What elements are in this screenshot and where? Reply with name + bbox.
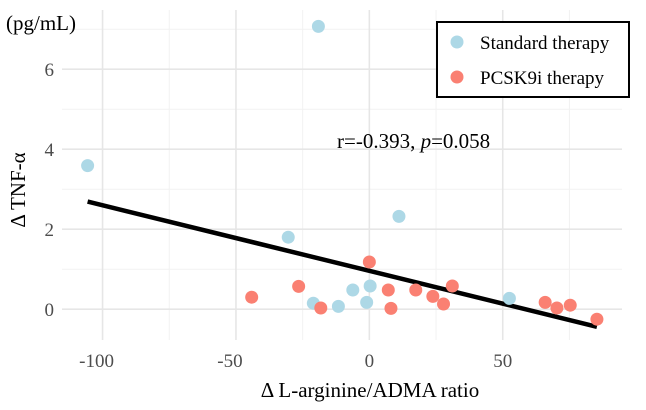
point-pcsk9i: [292, 279, 306, 293]
x-tick-labels: -100 -50 0 50: [79, 351, 512, 372]
point-pcsk9i: [362, 255, 376, 269]
point-standard: [331, 299, 345, 313]
y-tick-label: 6: [45, 60, 55, 81]
point-pcsk9i: [590, 312, 604, 326]
point-standard: [392, 209, 406, 223]
point-pcsk9i: [538, 295, 552, 309]
point-pcsk9i: [445, 279, 459, 293]
y-axis-label: Δ TNF-α: [6, 152, 30, 227]
point-pcsk9i: [426, 289, 440, 303]
legend-label-pcsk9i: PCSK9i therapy: [480, 68, 605, 89]
legend-label-standard: Standard therapy: [480, 33, 610, 54]
point-standard: [311, 19, 325, 33]
point-pcsk9i: [563, 298, 577, 312]
x-tick-label: -100: [79, 351, 114, 372]
point-standard: [360, 295, 374, 309]
y-tick-labels: 0 2 4 6: [45, 60, 55, 321]
point-standard: [363, 279, 377, 293]
r-value: r=-0.393,: [337, 129, 421, 153]
legend: Standard therapy PCSK9i therapy: [436, 21, 630, 98]
x-axis-label: Δ L-arginine/ADMA ratio: [261, 378, 479, 402]
correlation-annotation: r=-0.393, p=0.058: [337, 129, 490, 153]
point-standard: [81, 159, 95, 173]
p-value: =0.058: [431, 129, 490, 153]
x-tick-label: 50: [493, 351, 512, 372]
x-tick-label: -50: [217, 351, 242, 372]
legend-marker-standard: [450, 35, 464, 49]
point-pcsk9i: [381, 283, 395, 297]
y-tick-label: 2: [45, 220, 55, 241]
points: [81, 19, 604, 326]
fit-line-group: [87, 199, 598, 329]
x-tick-label: 0: [365, 351, 375, 372]
y-unit-label: (pg/mL): [6, 11, 76, 35]
legend-box: [436, 21, 630, 98]
p-symbol: p: [419, 129, 432, 153]
point-pcsk9i: [245, 290, 259, 304]
point-standard: [281, 230, 295, 244]
point-pcsk9i: [550, 301, 564, 315]
point-pcsk9i: [437, 297, 451, 311]
point-standard: [346, 283, 360, 297]
y-tick-label: 0: [45, 300, 55, 321]
point-pcsk9i: [384, 301, 398, 315]
y-tick-label: 4: [45, 140, 55, 161]
point-pcsk9i: [314, 301, 328, 315]
regression-line: [87, 199, 598, 329]
point-standard: [502, 291, 516, 305]
point-pcsk9i: [409, 283, 423, 297]
legend-marker-pcsk9i: [450, 70, 464, 84]
